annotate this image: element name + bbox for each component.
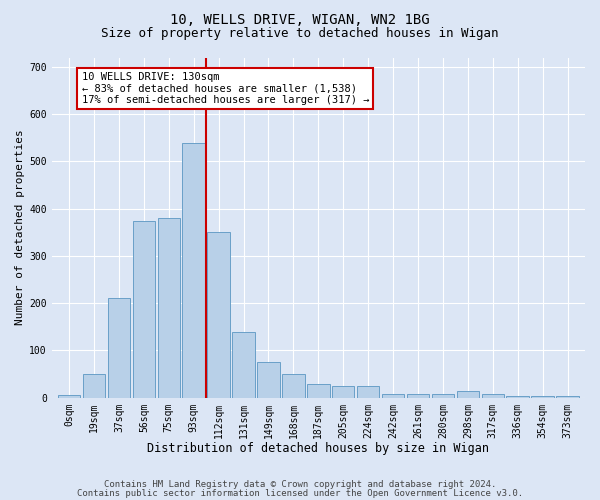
Text: Contains HM Land Registry data © Crown copyright and database right 2024.: Contains HM Land Registry data © Crown c… <box>104 480 496 489</box>
Bar <box>382 394 404 398</box>
X-axis label: Distribution of detached houses by size in Wigan: Distribution of detached houses by size … <box>148 442 490 455</box>
Bar <box>506 396 529 398</box>
Text: 10, WELLS DRIVE, WIGAN, WN2 1BG: 10, WELLS DRIVE, WIGAN, WN2 1BG <box>170 12 430 26</box>
Y-axis label: Number of detached properties: Number of detached properties <box>15 130 25 326</box>
Text: Size of property relative to detached houses in Wigan: Size of property relative to detached ho… <box>101 28 499 40</box>
Bar <box>58 396 80 398</box>
Bar <box>158 218 180 398</box>
Bar <box>232 332 255 398</box>
Text: Contains public sector information licensed under the Open Government Licence v3: Contains public sector information licen… <box>77 488 523 498</box>
Bar <box>182 142 205 398</box>
Bar <box>532 396 554 398</box>
Bar <box>83 374 105 398</box>
Bar <box>108 298 130 398</box>
Bar <box>257 362 280 398</box>
Bar <box>556 396 579 398</box>
Bar <box>407 394 429 398</box>
Bar <box>432 394 454 398</box>
Bar <box>482 394 504 398</box>
Bar <box>357 386 379 398</box>
Bar <box>332 386 355 398</box>
Bar <box>133 220 155 398</box>
Bar <box>208 232 230 398</box>
Bar <box>457 390 479 398</box>
Bar <box>307 384 329 398</box>
Bar <box>282 374 305 398</box>
Text: 10 WELLS DRIVE: 130sqm
← 83% of detached houses are smaller (1,538)
17% of semi-: 10 WELLS DRIVE: 130sqm ← 83% of detached… <box>82 72 369 105</box>
